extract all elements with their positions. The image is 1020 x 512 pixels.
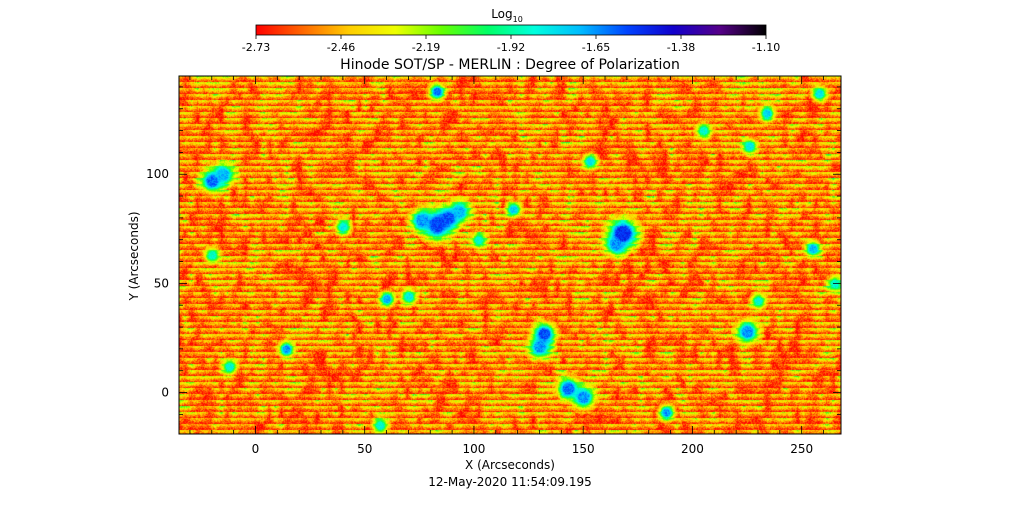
colorbar-tick-label: -2.19 bbox=[412, 41, 440, 54]
chart-title: Hinode SOT/SP - MERLIN : Degree of Polar… bbox=[340, 57, 680, 73]
y-tick-label: 100 bbox=[146, 167, 169, 181]
x-axis: 0 50 100 150 200 250 bbox=[189, 76, 824, 456]
x-tick-label: 250 bbox=[790, 442, 813, 456]
y-tick-label: 0 bbox=[161, 386, 169, 400]
y-axis-label: Y (Arcseconds) bbox=[127, 211, 141, 301]
colorbar-tick-label: -2.73 bbox=[242, 41, 270, 54]
y-tick-label: 50 bbox=[154, 276, 169, 290]
x-tick-label: 200 bbox=[681, 442, 704, 456]
plot-frame bbox=[178, 75, 842, 435]
colorbar-tick-label: -1.65 bbox=[582, 41, 610, 54]
timestamp: 12-May-2020 11:54:09.195 bbox=[428, 475, 592, 489]
colorbar-tick-label: -2.46 bbox=[327, 41, 355, 54]
colorbar-tick-label: -1.92 bbox=[497, 41, 525, 54]
heatmap-image bbox=[179, 76, 841, 434]
colorbar-tick-label: -1.10 bbox=[752, 41, 780, 54]
colorbar-tick-label: -1.38 bbox=[667, 41, 695, 54]
y-axis: 0 50 100 bbox=[146, 86, 841, 415]
heatmap-area bbox=[179, 76, 841, 434]
colorbar-label: Log10 bbox=[491, 7, 523, 24]
x-tick-label: 150 bbox=[572, 442, 595, 456]
x-axis-label: X (Arcseconds) bbox=[465, 458, 555, 472]
colorbar bbox=[255, 24, 767, 36]
colorbar-ticks: -2.73 -2.46 -2.19 -1.92 -1.65 -1.38 -1.10 bbox=[242, 35, 780, 54]
x-tick-label: 50 bbox=[357, 442, 372, 456]
x-tick-label: 0 bbox=[252, 442, 260, 456]
x-tick-label: 100 bbox=[462, 442, 485, 456]
